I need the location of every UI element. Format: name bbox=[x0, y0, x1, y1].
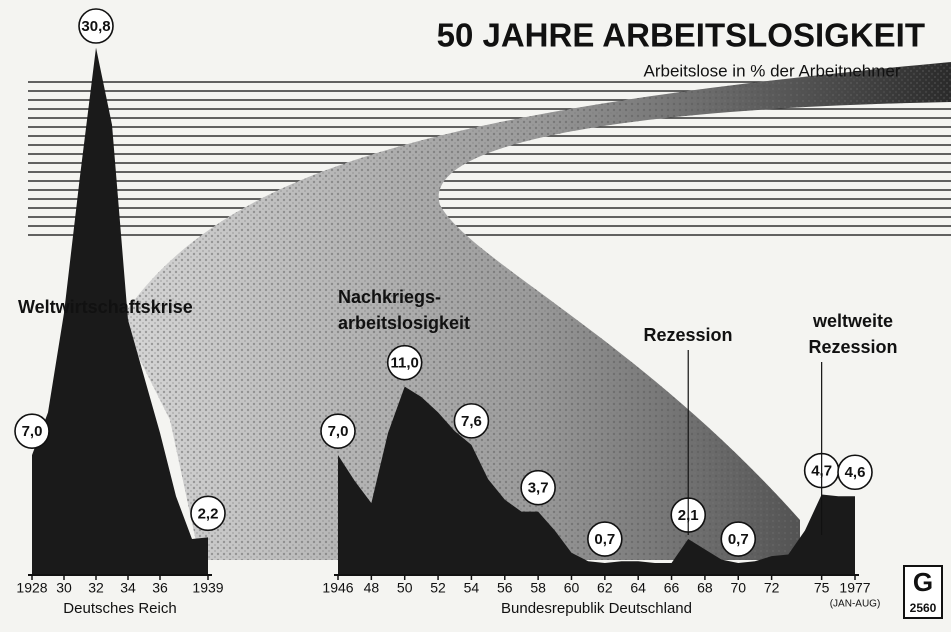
title: 50 JAHRE ARBEITSLOSIGKEIT bbox=[437, 17, 925, 54]
value-label: 0,7 bbox=[728, 531, 749, 548]
annotation: arbeitslosigkeit bbox=[338, 313, 470, 333]
x-tick-label: 66 bbox=[664, 580, 680, 596]
x-axis-label: Bundesrepublik Deutschland bbox=[501, 600, 692, 617]
value-label: 3,7 bbox=[528, 480, 549, 497]
subtitle: Arbeitslose in % der Arbeitnehmer bbox=[643, 61, 900, 80]
value-label: 11,0 bbox=[391, 355, 419, 372]
annotation: Rezession bbox=[643, 325, 732, 345]
x-tick-label: 64 bbox=[630, 580, 646, 596]
x-tick-label: 52 bbox=[430, 580, 446, 596]
x-tick-label: 70 bbox=[730, 580, 746, 596]
x-tick-label: 1939 bbox=[192, 580, 223, 596]
logo: G 2560 bbox=[904, 566, 942, 618]
value-label: 0,7 bbox=[594, 531, 615, 548]
annotation: Rezession bbox=[808, 337, 897, 357]
x-tick-label: 58 bbox=[530, 580, 546, 596]
annotation: weltweite bbox=[812, 311, 893, 331]
x-tick-label: 1946 bbox=[322, 580, 353, 596]
value-label: 30,8 bbox=[81, 18, 110, 35]
x-tick-label: 56 bbox=[497, 580, 513, 596]
x-tick-label: 1977 bbox=[839, 580, 870, 596]
value-label: 2,2 bbox=[198, 505, 219, 522]
chart: 50 JAHRE ARBEITSLOSIGKEIT Arbeitslose in… bbox=[0, 0, 951, 627]
x-tick-label: 36 bbox=[152, 580, 168, 596]
x-tick-label: 48 bbox=[364, 580, 380, 596]
note: (JAN-AUG) bbox=[830, 599, 881, 610]
value-label: 7,0 bbox=[328, 423, 349, 440]
x-tick-label: 30 bbox=[56, 580, 72, 596]
x-axis-label: Deutsches Reich bbox=[63, 600, 176, 617]
logo-letter: G bbox=[913, 567, 933, 597]
value-label: 4,6 bbox=[845, 464, 866, 481]
x-tick-label: 1928 bbox=[16, 580, 47, 596]
value-label: 7,0 bbox=[22, 423, 43, 440]
x-tick-label: 50 bbox=[397, 580, 413, 596]
x-tick-label: 72 bbox=[764, 580, 780, 596]
x-tick-label: 34 bbox=[120, 580, 136, 596]
annotation: Weltwirtschaftskrise bbox=[18, 297, 193, 317]
x-tick-label: 68 bbox=[697, 580, 713, 596]
x-tick-label: 32 bbox=[88, 580, 104, 596]
x-tick-label: 54 bbox=[464, 580, 480, 596]
x-tick-label: 62 bbox=[597, 580, 613, 596]
x-tick-label: 75 bbox=[814, 580, 830, 596]
annotation: Nachkriegs- bbox=[338, 287, 441, 307]
logo-number: 2560 bbox=[910, 601, 937, 615]
x-tick-label: 60 bbox=[564, 580, 580, 596]
value-label: 7,6 bbox=[461, 413, 482, 430]
